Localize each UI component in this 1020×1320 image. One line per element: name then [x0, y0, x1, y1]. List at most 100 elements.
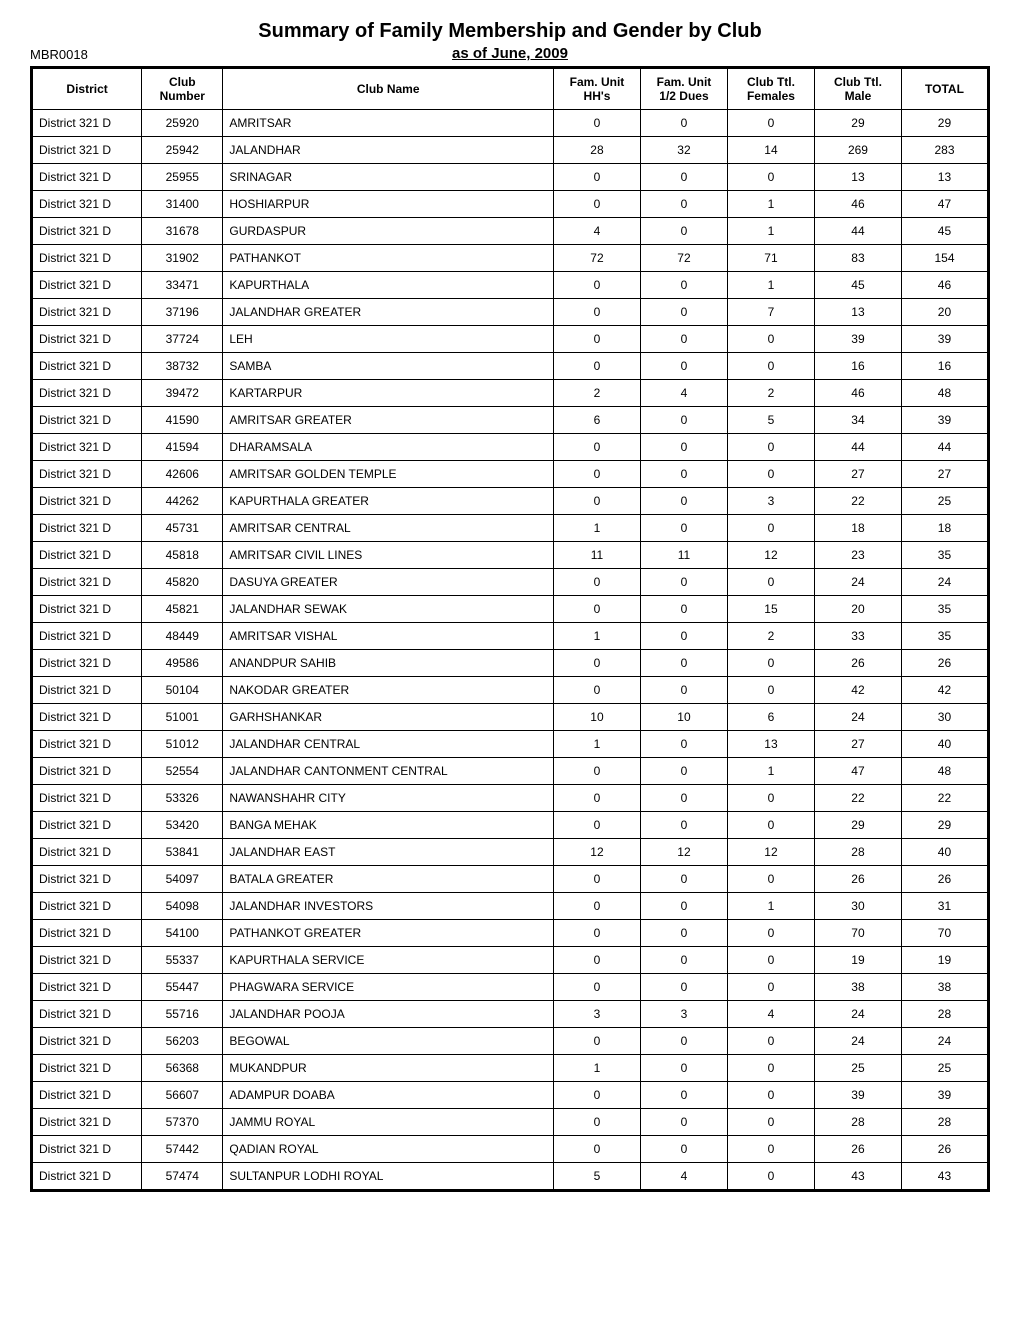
table-cell: 57370 [142, 1109, 223, 1136]
table-cell: 0 [553, 272, 640, 299]
table-cell: 41594 [142, 434, 223, 461]
table-cell: 25942 [142, 137, 223, 164]
table-cell: 70 [814, 920, 901, 947]
table-cell: 28 [814, 1109, 901, 1136]
table-cell: District 321 D [32, 1163, 142, 1191]
table-cell: 0 [640, 677, 727, 704]
table-cell: District 321 D [32, 758, 142, 785]
table-cell: District 321 D [32, 218, 142, 245]
table-cell: 45818 [142, 542, 223, 569]
table-cell: 4 [640, 380, 727, 407]
table-cell: 0 [553, 164, 640, 191]
table-cell: 46 [814, 191, 901, 218]
table-cell: 48449 [142, 623, 223, 650]
table-row: District 321 D45820DASUYA GREATER0002424 [32, 569, 989, 596]
table-cell: 5 [727, 407, 814, 434]
table-row: District 321 D57474SULTANPUR LODHI ROYAL… [32, 1163, 989, 1191]
table-cell: 1 [727, 272, 814, 299]
table-cell: 24 [814, 1001, 901, 1028]
table-cell: 0 [640, 515, 727, 542]
table-cell: 53326 [142, 785, 223, 812]
table-cell: District 321 D [32, 1082, 142, 1109]
table-cell: 51012 [142, 731, 223, 758]
table-cell: 0 [553, 866, 640, 893]
table-cell: 27 [901, 461, 988, 488]
table-cell: 39 [901, 1082, 988, 1109]
table-row: District 321 D45818AMRITSAR CIVIL LINES1… [32, 542, 989, 569]
table-cell: 18 [814, 515, 901, 542]
table-cell: 22 [814, 488, 901, 515]
table-cell: 0 [553, 569, 640, 596]
table-cell: 1 [553, 1055, 640, 1082]
table-cell: 20 [901, 299, 988, 326]
table-cell: 24 [901, 569, 988, 596]
table-cell: 0 [727, 569, 814, 596]
table-cell: 0 [727, 353, 814, 380]
report-subtitle: as of June, 2009 [30, 45, 990, 62]
table-cell: 0 [553, 974, 640, 1001]
table-cell: 0 [640, 1136, 727, 1163]
table-cell: 44262 [142, 488, 223, 515]
table-cell: 1 [553, 515, 640, 542]
table-cell: 12 [553, 839, 640, 866]
table-cell: 0 [640, 812, 727, 839]
col-header-total: TOTAL [901, 68, 988, 110]
table-cell: 0 [553, 947, 640, 974]
table-cell: 24 [814, 569, 901, 596]
table-cell: 0 [553, 488, 640, 515]
table-row: District 321 D38732SAMBA0001616 [32, 353, 989, 380]
table-cell: 1 [553, 623, 640, 650]
table-cell: 37196 [142, 299, 223, 326]
table-cell: 1 [553, 731, 640, 758]
table-cell: 0 [640, 110, 727, 137]
table-cell: 1 [727, 191, 814, 218]
table-cell: 0 [727, 1163, 814, 1191]
table-cell: 1 [727, 218, 814, 245]
table-cell: 38 [814, 974, 901, 1001]
table-cell: JALANDHAR [223, 137, 554, 164]
table-cell: District 321 D [32, 353, 142, 380]
table-cell: 0 [640, 488, 727, 515]
table-row: District 321 D51012JALANDHAR CENTRAL1013… [32, 731, 989, 758]
table-cell: 6 [553, 407, 640, 434]
table-cell: 46 [901, 272, 988, 299]
table-row: District 321 D39472KARTARPUR2424648 [32, 380, 989, 407]
table-cell: BANGA MEHAK [223, 812, 554, 839]
table-cell: 50104 [142, 677, 223, 704]
table-cell: 269 [814, 137, 901, 164]
table-row: District 321 D54100PATHANKOT GREATER0007… [32, 920, 989, 947]
table-cell: 15 [727, 596, 814, 623]
table-row: District 321 D55447PHAGWARA SERVICE00038… [32, 974, 989, 1001]
table-row: District 321 D54098JALANDHAR INVESTORS00… [32, 893, 989, 920]
table-cell: 10 [640, 704, 727, 731]
table-cell: MUKANDPUR [223, 1055, 554, 1082]
table-row: District 321 D50104NAKODAR GREATER000424… [32, 677, 989, 704]
table-cell: 0 [640, 623, 727, 650]
table-cell: 29 [814, 110, 901, 137]
table-row: District 321 D54097BATALA GREATER0002626 [32, 866, 989, 893]
table-cell: 30 [814, 893, 901, 920]
table-cell: NAWANSHAHR CITY [223, 785, 554, 812]
table-cell: 6 [727, 704, 814, 731]
table-body: District 321 D25920AMRITSAR0002929Distri… [32, 110, 989, 1191]
table-cell: 72 [553, 245, 640, 272]
table-cell: 43 [901, 1163, 988, 1191]
table-cell: 0 [640, 569, 727, 596]
table-cell: 31 [901, 893, 988, 920]
table-cell: 3 [640, 1001, 727, 1028]
table-cell: 45 [814, 272, 901, 299]
table-cell: JALANDHAR POOJA [223, 1001, 554, 1028]
table-cell: DHARAMSALA [223, 434, 554, 461]
table-cell: 28 [901, 1109, 988, 1136]
table-row: District 321 D48449AMRITSAR VISHAL102333… [32, 623, 989, 650]
table-row: District 321 D25920AMRITSAR0002929 [32, 110, 989, 137]
table-cell: 0 [640, 272, 727, 299]
table-cell: 0 [553, 299, 640, 326]
table-cell: 0 [640, 650, 727, 677]
table-cell: 47 [901, 191, 988, 218]
table-cell: 11 [640, 542, 727, 569]
table-cell: 26 [901, 866, 988, 893]
table-cell: District 321 D [32, 137, 142, 164]
table-cell: 0 [640, 326, 727, 353]
table-cell: District 321 D [32, 245, 142, 272]
